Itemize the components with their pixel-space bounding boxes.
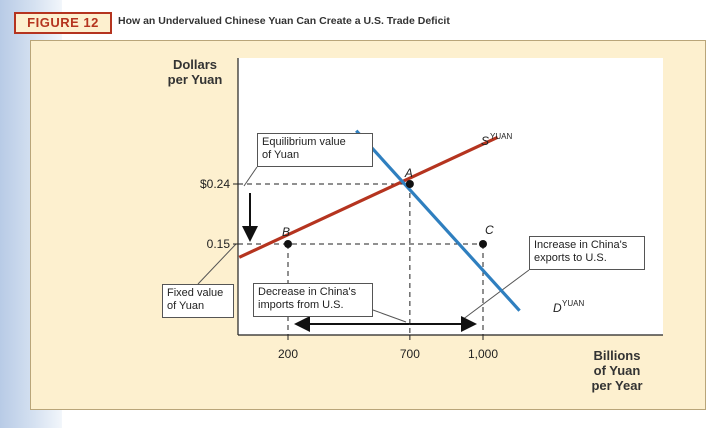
equilibrium-value-callout: Equilibrium value of Yuan: [257, 133, 373, 167]
decrease-imports-callout: Decrease in China's imports from U.S.: [253, 283, 373, 317]
supply-curve-label-sup: YUAN: [490, 132, 512, 141]
equilibrium-callout-line2: of Yuan: [262, 149, 300, 161]
y-axis-label-line2: per Yuan: [167, 72, 223, 87]
y-tick-label-1: $0.24: [200, 177, 230, 191]
x-axis-label-line3: per Year: [591, 378, 643, 393]
point-b: [284, 240, 292, 248]
decrease-callout-line2: imports from U.S.: [258, 299, 344, 311]
point-label-c: C: [485, 223, 494, 237]
fixed-callout-line2: of Yuan: [167, 300, 205, 312]
point-a: [405, 180, 414, 188]
x-tick-label-2: 1,000: [468, 347, 498, 361]
point-c: [479, 240, 487, 248]
x-tick-label-0: 200: [278, 347, 298, 361]
demand-curve-label-sup: YUAN: [562, 299, 584, 308]
series-line-s: [238, 135, 499, 259]
decrease-callout-line1: Decrease in China's: [258, 286, 357, 298]
y-axis-label: Dollars per Yuan: [160, 57, 230, 87]
demand-curve-label: D: [553, 301, 562, 315]
leader-fixed: [197, 243, 237, 285]
y-tick-label-0: 0.15: [207, 237, 231, 251]
leader-equilibrium: [243, 166, 258, 187]
leader-increase: [461, 269, 530, 321]
supply-curve-label: S: [481, 134, 489, 148]
x-axis-label-line1: Billions: [593, 348, 641, 363]
increase-callout-line1: Increase in China's: [534, 239, 628, 251]
series-line-d: [355, 129, 521, 312]
figure-title: How an Undervalued Chinese Yuan Can Crea…: [118, 15, 450, 27]
leader-decrease: [372, 309, 407, 323]
x-axis-label-line2: of Yuan: [593, 363, 641, 378]
increase-exports-callout: Increase in China's exports to U.S.: [529, 236, 645, 270]
point-label-a: A: [404, 166, 413, 180]
point-label-b: B: [282, 225, 290, 239]
y-axis-label-line1: Dollars: [172, 57, 218, 72]
x-tick-label-1: 700: [400, 347, 420, 361]
fixed-value-callout: Fixed value of Yuan: [162, 284, 234, 318]
increase-callout-line2: exports to U.S.: [534, 252, 607, 264]
equilibrium-callout-line1: Equilibrium value: [262, 136, 346, 148]
fixed-callout-line1: Fixed value: [167, 287, 224, 299]
x-axis-label: Billions of Yuan per Year: [582, 348, 652, 393]
figure-number-tag: FIGURE 12: [14, 12, 112, 34]
